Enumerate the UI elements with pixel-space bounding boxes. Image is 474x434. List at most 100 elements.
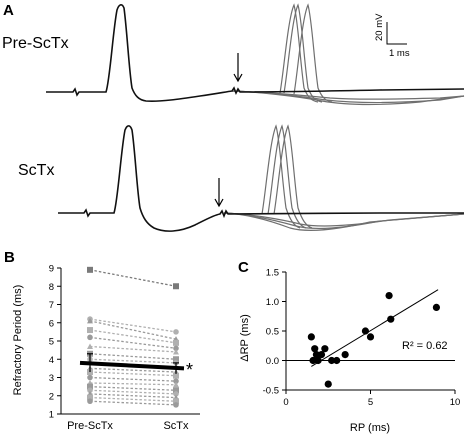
sctx-grey-trace-3	[223, 212, 465, 227]
pre-sctx-spike-1	[279, 3, 319, 103]
panel-b-y-tick-label: 4	[49, 355, 54, 366]
scatter-point	[317, 351, 326, 359]
panel-b-y-tick-label: 7	[49, 300, 54, 311]
fit-line	[311, 289, 439, 367]
scatter-point	[341, 351, 349, 359]
scatter-point	[307, 333, 315, 341]
panel-c-y-tick-label: 0.0	[266, 356, 279, 367]
pre-sctx-spike-3	[293, 3, 333, 103]
paired-line	[89, 400, 177, 406]
paired-point	[87, 317, 93, 324]
paired-line	[89, 320, 177, 340]
scale-time-label: 1 ms	[389, 48, 410, 59]
paired-point	[87, 374, 93, 381]
panel-b-x-ticks: Pre-ScTx ScTx	[67, 420, 189, 432]
sctx-spike-2	[267, 124, 307, 229]
paired-series	[87, 398, 179, 408]
panel-b-y-tick-label: 5	[49, 337, 54, 348]
panel-c-x-tick-label: 5	[368, 397, 373, 408]
scatter-point	[361, 327, 370, 335]
paired-series	[87, 387, 179, 397]
pre-sctx-main-trace	[46, 4, 465, 102]
paired-series	[87, 383, 179, 394]
scatter-point	[324, 380, 332, 388]
paired-series	[87, 374, 179, 384]
paired-line	[89, 396, 177, 402]
paired-line	[89, 358, 177, 364]
paired-series	[87, 379, 179, 388]
paired-point	[87, 383, 93, 390]
paired-point	[173, 381, 179, 388]
paired-point	[87, 387, 93, 394]
panel-b-y-tick-label: 6	[49, 318, 54, 329]
panel-c-y-axis-label: ΔRP (ms)	[239, 314, 251, 361]
panel-c-y-tick-label: 1.0	[266, 297, 279, 308]
paired-point	[87, 266, 93, 273]
paired-point	[87, 327, 93, 334]
pre-sctx-traces	[46, 3, 465, 106]
mean-line	[79, 360, 185, 371]
panel-a: A Pre-ScTx ScTx 20 mV 1 ms	[2, 2, 465, 232]
panel-c-letter: C	[238, 259, 249, 276]
sctx-main-trace	[58, 125, 464, 232]
panel-b-y-ticks: 1 2 3 4 5 6 7 8 9	[49, 264, 61, 421]
paired-line	[89, 318, 177, 333]
panel-c-x-tick-label: 0	[283, 397, 288, 408]
paired-point	[173, 356, 179, 363]
paired-line	[89, 345, 177, 353]
paired-point	[173, 329, 179, 335]
paired-line	[89, 371, 177, 377]
arrow-icon	[214, 178, 224, 208]
panel-c-y-tick-label: -0.5	[263, 386, 279, 397]
scale-voltage-label: 20 mV	[374, 13, 385, 41]
pre-sctx-grey-trace-1	[231, 90, 465, 106]
paired-line	[89, 367, 177, 373]
panel-b-y-tick-label: 8	[49, 282, 54, 293]
paired-line	[89, 376, 177, 382]
paired-point	[173, 339, 179, 346]
paired-line	[89, 389, 177, 395]
paired-point	[173, 372, 179, 379]
paired-series	[87, 350, 179, 363]
panel-c-y-tick-label: 1.5	[266, 268, 279, 279]
paired-point	[173, 283, 179, 290]
scatter-point	[387, 315, 395, 323]
significance-marker: *	[186, 360, 193, 380]
sctx-spike-1	[261, 124, 301, 229]
panel-b-letter: B	[4, 249, 15, 266]
panel-b-y-tick-label: 3	[49, 373, 54, 384]
paired-point	[173, 378, 179, 384]
panel-a-letter: A	[3, 2, 14, 19]
scatter-point	[333, 356, 341, 365]
scatter-point	[311, 345, 319, 353]
paired-point	[87, 398, 93, 405]
panel-b-x-tick-label: ScTx	[163, 420, 189, 432]
paired-point	[87, 394, 93, 401]
paired-line	[89, 353, 177, 360]
arrow-icon	[233, 53, 243, 83]
scatter-point	[309, 356, 317, 365]
scatter-point	[328, 356, 336, 365]
sctx-grey-trace-1	[223, 212, 465, 232]
panel-b-y-tick-label: 9	[49, 264, 54, 275]
pre-sctx-label: Pre-ScTx	[2, 35, 69, 52]
sctx-grey-trace-2	[223, 212, 465, 230]
paired-series	[87, 334, 179, 352]
panel-c-x-axis-label: RP (ms)	[350, 422, 390, 434]
scatter-point	[385, 292, 393, 300]
panel-b-plot	[79, 266, 185, 408]
panel-c-plot	[286, 289, 455, 388]
paired-point	[87, 343, 93, 349]
panel-b-y-tick-label: 2	[49, 391, 54, 402]
paired-series	[87, 327, 179, 346]
paired-point	[173, 387, 179, 394]
paired-point	[173, 348, 179, 355]
paired-line	[89, 329, 177, 344]
scatter-point	[314, 356, 322, 365]
paired-point	[173, 402, 179, 408]
panel-b-y-axis-label: Refractory Period (ms)	[12, 285, 24, 396]
panel-b-y-tick-label: 1	[49, 410, 54, 421]
scatter-point	[321, 345, 329, 353]
scatter-point	[432, 303, 441, 311]
